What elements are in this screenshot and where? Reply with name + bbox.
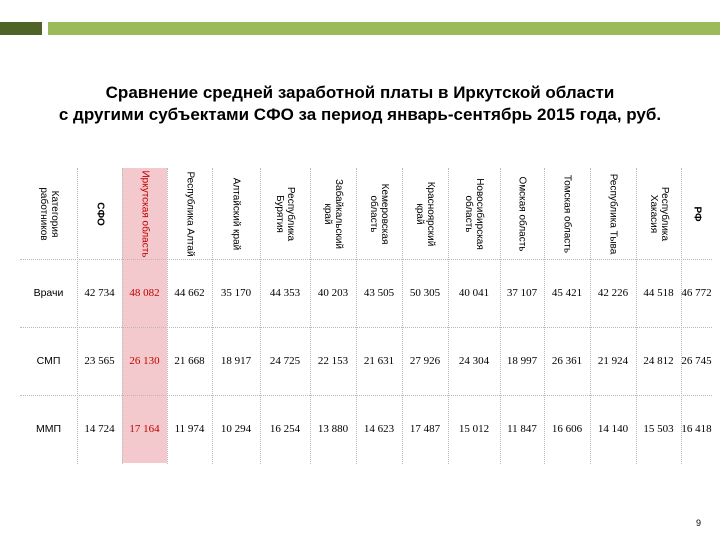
table-cell: 11 847: [507, 423, 537, 435]
column-header: Забайкальский край: [310, 168, 356, 259]
header-accent-square: [0, 22, 42, 35]
row-divider: [20, 395, 712, 396]
column-header-label: Новосибирская область: [463, 177, 485, 250]
column-header-label: Красноярский край: [414, 181, 436, 246]
table-cell: 46 772: [681, 287, 712, 299]
column-header: Томская область: [544, 168, 590, 259]
table-cell: 50 305: [409, 287, 441, 299]
column-divider: [636, 168, 637, 464]
table-cell: 23 565: [84, 355, 115, 367]
column-header-label: Иркутская область: [139, 169, 150, 258]
column-header-label: Алтайский край: [230, 177, 242, 250]
table-cell: 18 997: [506, 355, 538, 367]
column-header-label: Республика Бурятия: [274, 186, 296, 241]
column-header-label: Категория работников: [37, 186, 60, 241]
column-header-label: Томская область: [561, 174, 573, 253]
column-divider: [590, 168, 591, 464]
table-cell: 40 041: [458, 287, 490, 299]
column-header-label: Республика Тыва: [607, 173, 619, 254]
table-cell: 27 926: [409, 355, 441, 367]
column-header-label: Кемеровская область: [368, 183, 390, 244]
table-cell: 18 917: [220, 355, 252, 367]
column-header: Республика Хакасия: [636, 168, 681, 259]
column-divider: [77, 168, 78, 464]
column-header-label: Омская область: [516, 175, 528, 252]
slide-title-line-2: с другими субъектами СФО за период январ…: [58, 105, 662, 124]
table-cell: 14 724: [84, 423, 115, 435]
table-cell: 17 164: [122, 395, 167, 463]
column-header: Республика Алтай: [167, 168, 212, 259]
table-cell: 16 254: [269, 423, 301, 435]
column-divider: [681, 168, 682, 464]
slide-title: Сравнение средней заработной платы в Ирк…: [0, 82, 720, 126]
column-header: Новосибирская область: [448, 168, 500, 259]
table-cell: 21 631: [363, 355, 395, 367]
column-header: Красноярский край: [402, 168, 448, 259]
table-cell: 17 487: [409, 423, 441, 435]
header-accent-bar: [48, 22, 720, 35]
column-header-label: Забайкальский край: [322, 178, 344, 249]
table-cell: 16 418: [681, 423, 712, 435]
table-cell: 26 745: [681, 355, 712, 367]
table-cell: 44 353: [269, 287, 301, 299]
table-cell: 44 662: [174, 287, 205, 299]
table-cell: 10 294: [220, 423, 252, 435]
slide-title-line-1: Сравнение средней заработной платы в Ирк…: [105, 83, 615, 102]
column-divider: [356, 168, 357, 464]
table-cell: 14 140: [597, 423, 629, 435]
table-cell: 14 623: [363, 423, 395, 435]
row-label: ММП: [35, 423, 62, 435]
table-cell: 24 725: [269, 355, 301, 367]
column-header-label: СФО: [94, 201, 105, 226]
column-header: Кемеровская область: [356, 168, 402, 259]
row-label: Врачи: [33, 287, 64, 299]
column-divider: [122, 168, 123, 464]
table-cell: 21 668: [174, 355, 205, 367]
column-divider: [212, 168, 213, 464]
table-cell: 26 130: [122, 327, 167, 395]
column-header: Категория работников: [20, 168, 77, 259]
table-cell: 15 012: [458, 423, 490, 435]
table-cell: 13 880: [317, 423, 349, 435]
table-cell: 44 518: [643, 287, 674, 299]
table-cell: 40 203: [317, 287, 349, 299]
salary-comparison-table: Категория работников СФО Иркутская область…: [20, 168, 712, 464]
page-number: 9: [696, 518, 702, 528]
column-divider: [544, 168, 545, 464]
column-header: РФ: [681, 168, 712, 259]
table-cell: 11 974: [174, 423, 205, 435]
column-divider: [402, 168, 403, 464]
table-cell: 42 734: [84, 287, 115, 299]
table-cell: 24 812: [643, 355, 674, 367]
table-cell: 45 421: [551, 287, 583, 299]
table-cell: 26 361: [551, 355, 583, 367]
column-header: Республика Бурятия: [260, 168, 310, 259]
column-header-label: Республика Хакасия: [647, 186, 670, 241]
column-header: Республика Тыва: [590, 168, 636, 259]
column-header-label: Республика Алтай: [184, 170, 195, 257]
column-header: Иркутская область: [122, 168, 167, 259]
table-cell: 15 503: [643, 423, 674, 435]
column-header: СФО: [77, 168, 122, 259]
column-divider: [167, 168, 168, 464]
table-cell: 48 082: [122, 259, 167, 327]
table-cell: 35 170: [220, 287, 252, 299]
table-cell: 42 226: [597, 287, 629, 299]
column-divider: [260, 168, 261, 464]
row-divider: [20, 259, 712, 260]
row-divider: [20, 327, 712, 328]
column-divider: [448, 168, 449, 464]
table-cell: 21 924: [597, 355, 629, 367]
row-label: СМП: [36, 355, 61, 367]
table-cell: 37 107: [506, 287, 538, 299]
column-header-label: РФ: [691, 205, 702, 222]
column-header: Омская область: [500, 168, 544, 259]
table-cell: 43 505: [363, 287, 395, 299]
column-divider: [310, 168, 311, 464]
table-cell: 24 304: [458, 355, 490, 367]
column-header: Алтайский край: [212, 168, 260, 259]
table-cell: 22 153: [317, 355, 349, 367]
table-cell: 16 606: [551, 423, 583, 435]
column-divider: [500, 168, 501, 464]
